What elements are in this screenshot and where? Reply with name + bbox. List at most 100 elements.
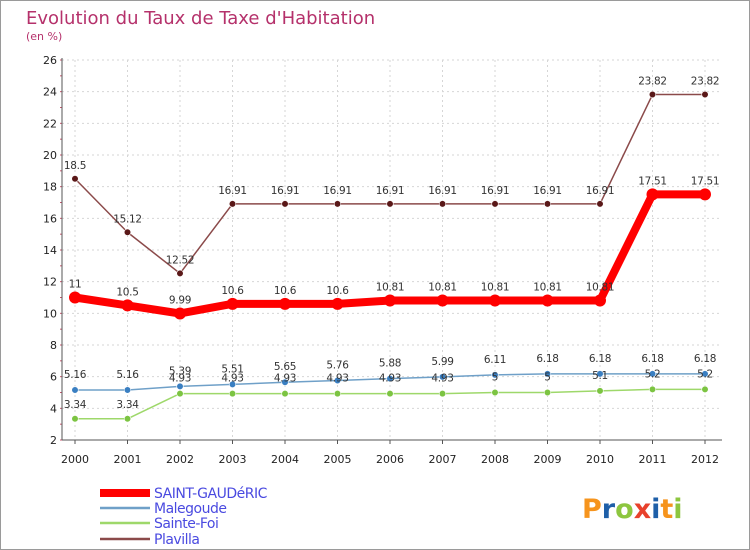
data-point-Sainte-Foi: [701, 385, 709, 393]
data-point-Plavilla: [543, 200, 552, 208]
logo-letter: o: [615, 494, 634, 525]
x-tick-label: 2001: [114, 453, 142, 466]
data-point-Plavilla: [386, 200, 394, 208]
data-label-SAINT-GAUDéRIC: 10.81: [481, 282, 510, 294]
data-label-Plavilla: 16.91: [481, 185, 510, 197]
data-point-SAINT-GAUDéRIC: [226, 297, 239, 310]
data-label-SAINT-GAUDéRIC: 10.6: [274, 285, 297, 297]
data-label-SAINT-GAUDéRIC: 10.81: [376, 282, 405, 294]
data-label-Sainte-Foi: 5.2: [645, 368, 661, 380]
data-label-SAINT-GAUDéRIC: 10.6: [326, 285, 349, 297]
data-point-SAINT-GAUDéRIC: [279, 297, 291, 310]
legend-label-Sainte-Foi: Sainte-Foi: [154, 516, 218, 532]
data-label-Malegoude: 5.16: [116, 369, 139, 381]
y-tick-label: 6: [50, 371, 57, 384]
data-point-Plavilla: [333, 200, 342, 208]
data-point-SAINT-GAUDéRIC: [331, 297, 344, 310]
data-label-Plavilla: 12.52: [166, 254, 195, 266]
logo-letter: i: [651, 494, 660, 525]
data-label-Malegoude: 6.18: [536, 353, 558, 365]
data-label-Plavilla: 16.91: [586, 185, 615, 197]
data-label-SAINT-GAUDéRIC: 17.51: [638, 175, 667, 187]
proxiti-logo: Proxiti: [582, 494, 683, 525]
legend-label-SAINT-GAUDéRIC: SAINT-GAUDéRIC: [154, 486, 268, 502]
x-tick-label: 2005: [324, 453, 352, 466]
data-point-Plavilla: [596, 200, 604, 208]
logo-letter: x: [634, 494, 651, 525]
data-point-SAINT-GAUDéRIC: [646, 188, 659, 201]
data-label-Sainte-Foi: 4.93: [274, 373, 296, 385]
data-label-Malegoude: 5.16: [64, 369, 87, 381]
data-point-Malegoude: [543, 370, 552, 378]
x-tick-label: 2008: [481, 453, 509, 466]
x-tick-label: 2007: [429, 453, 457, 466]
data-label-Malegoude: 6.11: [484, 354, 506, 366]
data-point-SAINT-GAUDéRIC: [699, 188, 711, 201]
data-label-SAINT-GAUDéRIC: 10.6: [221, 285, 244, 297]
data-point-Plavilla: [176, 269, 184, 278]
data-label-Sainte-Foi: 5: [492, 372, 498, 384]
data-point-Plavilla: [228, 200, 237, 208]
data-point-Sainte-Foi: [228, 390, 237, 398]
data-label-SAINT-GAUDéRIC: 10.81: [586, 282, 615, 294]
x-tick-label: 2009: [534, 453, 562, 466]
data-point-Sainte-Foi: [438, 390, 447, 398]
data-label-Sainte-Foi: 4.93: [326, 373, 348, 385]
data-point-Malegoude: [333, 376, 342, 385]
data-point-Plavilla: [648, 90, 657, 99]
logo-letter: i: [673, 494, 682, 525]
data-point-Malegoude: [701, 370, 709, 378]
data-label-Plavilla: 16.91: [323, 185, 352, 197]
data-label-Malegoude: 5.51: [221, 363, 243, 375]
data-label-Sainte-Foi: 5.1: [592, 370, 608, 382]
data-label-SAINT-GAUDéRIC: 10.81: [533, 282, 562, 294]
data-labels: 11 10.5 9.99 10.6 10.6 10.6 10.81 10.81 10.81 10.…: [64, 76, 720, 411]
x-tick-label: 2000: [61, 453, 89, 466]
data-point-SAINT-GAUDéRIC: [489, 294, 501, 307]
data-point-Malegoude: [123, 386, 132, 394]
y-tick-label: 18: [43, 181, 57, 194]
data-point-SAINT-GAUDéRIC: [594, 294, 606, 307]
data-label-Sainte-Foi: 3.34: [64, 399, 87, 411]
data-point-Malegoude: [228, 380, 237, 389]
legend: SAINT-GAUDéRICMalegoudeSainte-FoiPlavill…: [100, 486, 268, 548]
data-label-Malegoude: 5.88: [379, 358, 401, 370]
y-tick-label: 20: [43, 149, 57, 162]
series: [69, 90, 711, 423]
data-point-Sainte-Foi: [333, 390, 342, 398]
data-point-Sainte-Foi: [543, 388, 552, 397]
chart-title: Evolution du Taux de Taxe d'Habitation: [26, 8, 375, 29]
data-point-Plavilla: [281, 200, 289, 208]
data-point-SAINT-GAUDéRIC: [541, 294, 554, 307]
logo-text: Proxiti: [582, 494, 683, 525]
data-point-Plavilla: [71, 175, 79, 183]
data-label-Sainte-Foi: 3.34: [116, 399, 139, 411]
data-label-Malegoude: 6.18: [589, 353, 611, 365]
data-point-Malegoude: [176, 382, 184, 390]
data-point-Sainte-Foi: [596, 387, 604, 395]
x-tick-label: 2012: [691, 453, 719, 466]
y-tick-label: 10: [43, 307, 57, 320]
data-label-Sainte-Foi: 4.93: [431, 373, 453, 385]
data-label-Sainte-Foi: 4.93: [379, 373, 401, 385]
data-label-Plavilla: 16.91: [428, 185, 457, 197]
data-point-Malegoude: [438, 373, 447, 381]
data-label-Plavilla: 16.91: [218, 185, 247, 197]
data-point-Plavilla: [123, 228, 132, 236]
data-label-SAINT-GAUDéRIC: 11: [69, 279, 82, 291]
y-tick-label: 22: [43, 117, 57, 130]
data-label-Plavilla: 15.12: [113, 213, 142, 225]
data-point-Malegoude: [281, 378, 289, 386]
data-point-Malegoude: [71, 386, 79, 394]
data-label-Sainte-Foi: 4.93: [221, 373, 243, 385]
data-point-SAINT-GAUDéRIC: [174, 307, 186, 320]
y-tick-label: 12: [43, 276, 57, 289]
data-point-Plavilla: [491, 200, 499, 208]
logo-letter: r: [602, 494, 616, 525]
x-tick-label: 2003: [219, 453, 247, 466]
data-label-SAINT-GAUDéRIC: 9.99: [169, 294, 191, 306]
data-point-Sainte-Foi: [281, 390, 289, 398]
data-point-SAINT-GAUDéRIC: [436, 294, 449, 307]
